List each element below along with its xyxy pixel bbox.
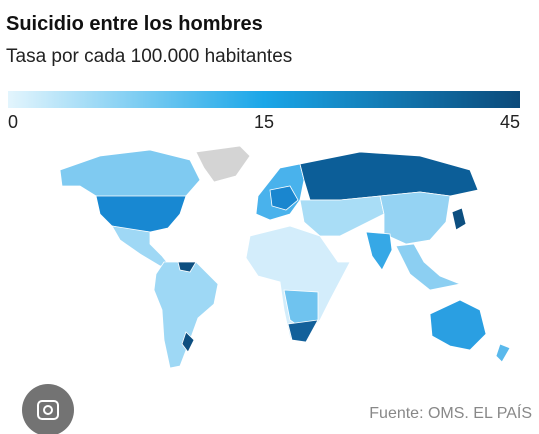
country (429, 299, 487, 351)
lens-icon[interactable] (22, 384, 74, 434)
country (495, 343, 511, 363)
country (379, 191, 451, 245)
country (195, 145, 251, 183)
country (395, 243, 462, 291)
country (95, 195, 187, 233)
country (287, 319, 319, 343)
scale-tick-label: 0 (8, 112, 18, 132)
country (269, 185, 299, 211)
subtitle: Tasa por cada 100.000 habitantes (6, 46, 292, 67)
source: Fuente: OMS. EL PAÍS (369, 403, 532, 422)
country (451, 207, 467, 231)
country (299, 151, 479, 201)
country (299, 195, 385, 237)
country (153, 261, 219, 369)
color-scale (8, 91, 520, 108)
lens-icon-frame (37, 400, 59, 420)
lens-icon-dot (43, 405, 53, 415)
world-map (59, 145, 511, 369)
scale-tick-label: 45 (500, 112, 520, 132)
scale-tick-label: 15 (254, 112, 274, 132)
country (59, 149, 201, 201)
country (111, 225, 171, 267)
title: Suicidio entre los hombres (6, 13, 263, 35)
country (177, 261, 197, 273)
country (181, 331, 195, 353)
country (365, 231, 393, 271)
